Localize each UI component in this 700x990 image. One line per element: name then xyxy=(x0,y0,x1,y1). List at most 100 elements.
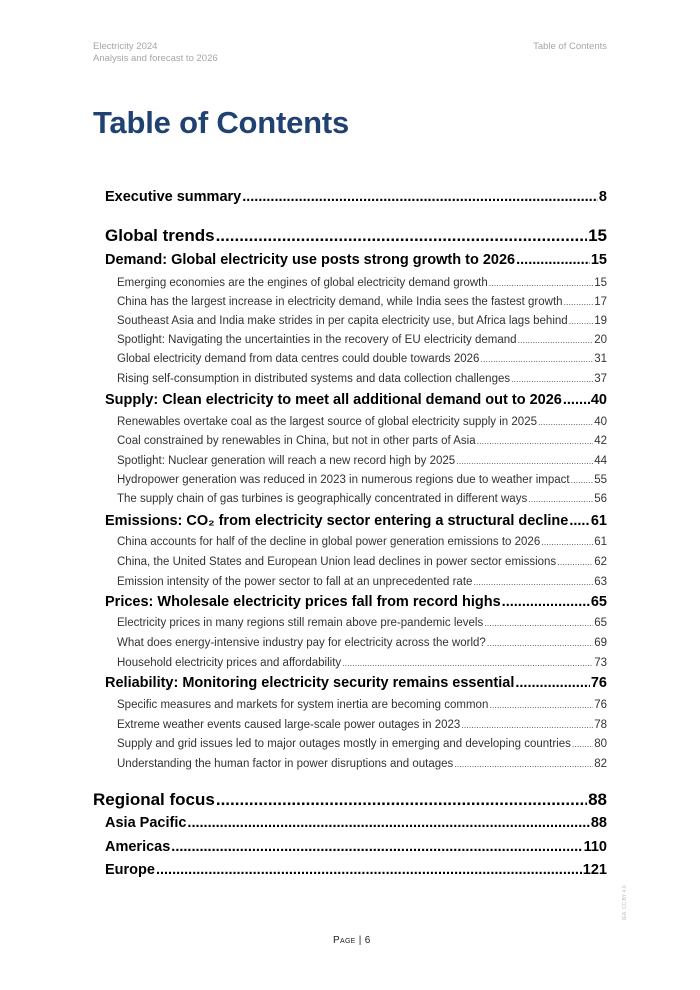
dot-leader: ........................................… xyxy=(473,577,594,587)
toc-entry[interactable]: Americas................................… xyxy=(105,839,607,855)
toc-entry[interactable]: China accounts for half of the decline i… xyxy=(117,536,607,548)
toc-entry-page: 110 xyxy=(583,839,607,855)
dot-leader: ........................................… xyxy=(562,392,590,408)
toc-entry[interactable]: Spotlight: Navigating the uncertainties … xyxy=(117,334,607,346)
report-subtitle: Analysis and forecast to 2026 xyxy=(93,53,218,64)
toc-entry-page: 56 xyxy=(594,493,607,505)
toc-entry-title: China has the largest increase in electr… xyxy=(117,296,563,308)
toc-entry[interactable]: Emission intensity of the power sector t… xyxy=(117,576,607,588)
toc-entry-title: Household electricity prices and afforda… xyxy=(117,657,342,669)
toc-entry[interactable]: Southeast Asia and India make strides in… xyxy=(117,315,607,327)
toc-entry[interactable]: Rising self-consumption in distributed s… xyxy=(117,373,607,385)
toc-entry-page: 65 xyxy=(594,617,607,629)
dot-leader: ........................................… xyxy=(342,658,593,668)
toc-entry[interactable]: Understanding the human factor in power … xyxy=(117,758,607,770)
dot-leader: ........................................… xyxy=(488,278,593,288)
dot-leader: ........................................… xyxy=(454,759,594,769)
toc-entry[interactable]: Electricity prices in many regions still… xyxy=(117,617,607,629)
toc-entry[interactable]: Household electricity prices and afforda… xyxy=(117,657,607,669)
toc-entry-title: Specific measures and markets for system… xyxy=(117,699,489,711)
toc-entry[interactable]: China, the United States and European Un… xyxy=(117,556,607,568)
report-header: Electricity 2024 Analysis and forecast t… xyxy=(93,41,218,65)
toc-entry[interactable]: Reliability: Monitoring electricity secu… xyxy=(105,675,607,691)
toc-entry-page: 62 xyxy=(594,556,607,568)
toc-entry-title: Prices: Wholesale electricity prices fal… xyxy=(105,594,501,610)
dot-leader: ........................................… xyxy=(541,537,593,547)
toc-entry-page: 61 xyxy=(590,513,607,529)
toc-entry-page: 76 xyxy=(594,699,607,711)
toc-entry-title: Europe xyxy=(105,862,155,878)
toc-entry-title: Asia Pacific xyxy=(105,815,187,831)
toc-entry-page: 121 xyxy=(582,862,607,878)
toc-entry-title: Spotlight: Navigating the uncertainties … xyxy=(117,334,517,346)
toc-entry[interactable]: Supply: Clean electricity to meet all ad… xyxy=(105,392,607,408)
toc-entry[interactable]: Regional focus..........................… xyxy=(93,790,607,810)
toc-entry[interactable]: Supply and grid issues led to major outa… xyxy=(117,738,607,750)
toc-entry[interactable]: Executive summary.......................… xyxy=(105,189,607,205)
toc-entry-page: 40 xyxy=(594,416,607,428)
toc-entry-title: Spotlight: Nuclear generation will reach… xyxy=(117,455,456,467)
toc-entry[interactable]: Global trends...........................… xyxy=(105,226,607,246)
dot-leader: ........................................… xyxy=(569,513,590,529)
toc-entry-title: Demand: Global electricity use posts str… xyxy=(105,252,516,268)
dot-leader: ........................................… xyxy=(155,862,582,878)
dot-leader: ........................................… xyxy=(187,815,589,831)
toc-entry-page: 88 xyxy=(590,815,607,831)
license-watermark: IEA. CC BY 4.0. xyxy=(622,884,628,920)
toc-entry-title: Global electricity demand from data cent… xyxy=(117,353,480,365)
toc-entry-title: Rising self-consumption in distributed s… xyxy=(117,373,511,385)
toc-entry-title: Emissions: CO₂ from electricity sector e… xyxy=(105,513,569,529)
toc-entry[interactable]: The supply chain of gas turbines is geog… xyxy=(117,493,607,505)
toc-entry-title: Supply and grid issues led to major outa… xyxy=(117,738,571,750)
toc-entry-page: 40 xyxy=(590,392,607,408)
dot-leader: ........................................… xyxy=(242,189,598,205)
dot-leader: ........................................… xyxy=(484,618,593,628)
toc-entry[interactable]: Global electricity demand from data cent… xyxy=(117,353,607,365)
toc-entry[interactable]: Renewables overtake coal as the largest … xyxy=(117,416,607,428)
toc-entry-title: Southeast Asia and India make strides in… xyxy=(117,315,568,327)
toc-entry[interactable]: Demand: Global electricity use posts str… xyxy=(105,252,607,268)
toc-entry-title: China, the United States and European Un… xyxy=(117,556,557,568)
toc-entry-title: Reliability: Monitoring electricity secu… xyxy=(105,675,515,691)
dot-leader: ........................................… xyxy=(570,475,594,485)
dot-leader: ........................................… xyxy=(215,790,587,809)
toc-entry-page: 31 xyxy=(594,353,607,365)
dot-leader: ........................................… xyxy=(557,557,593,567)
toc-entry[interactable]: Emerging economies are the engines of gl… xyxy=(117,277,607,289)
dot-leader: ........................................… xyxy=(568,316,594,326)
toc-entry[interactable]: Coal constrained by renewables in China,… xyxy=(117,435,607,447)
toc-entry[interactable]: Europe..................................… xyxy=(105,862,607,878)
dot-leader: ........................................… xyxy=(501,594,590,610)
toc-entry-title: Understanding the human factor in power … xyxy=(117,758,454,770)
toc-entry[interactable]: Prices: Wholesale electricity prices fal… xyxy=(105,594,607,610)
dot-leader: ........................................… xyxy=(538,417,594,427)
toc-entry[interactable]: Hydropower generation was reduced in 202… xyxy=(117,474,607,486)
dot-leader: ........................................… xyxy=(486,638,593,648)
toc-entry-page: 15 xyxy=(594,277,607,289)
toc-entry-title: Extreme weather events caused large-scal… xyxy=(117,719,461,731)
toc-entry-title: Regional focus xyxy=(93,790,215,809)
toc-entry-page: 88 xyxy=(588,790,607,809)
toc-entry-page: 73 xyxy=(594,657,607,669)
toc-entry-title: Hydropower generation was reduced in 202… xyxy=(117,474,570,486)
dot-leader: ........................................… xyxy=(171,839,583,855)
toc-entry-title: Coal constrained by renewables in China,… xyxy=(117,435,476,447)
toc-entry-page: 65 xyxy=(590,594,607,610)
dot-leader: ........................................… xyxy=(571,739,594,749)
toc-entry-page: 19 xyxy=(594,315,607,327)
dot-leader: ........................................… xyxy=(517,335,594,345)
toc-entry[interactable]: Emissions: CO₂ from electricity sector e… xyxy=(105,513,607,529)
toc-entry-page: 37 xyxy=(594,373,607,385)
dot-leader: ........................................… xyxy=(563,297,594,307)
toc-entry[interactable]: Extreme weather events caused large-scal… xyxy=(117,719,607,731)
toc-entry[interactable]: Specific measures and markets for system… xyxy=(117,699,607,711)
toc-entry[interactable]: Asia Pacific............................… xyxy=(105,815,607,831)
toc-entry[interactable]: What does energy-intensive industry pay … xyxy=(117,637,607,649)
toc-entry[interactable]: Spotlight: Nuclear generation will reach… xyxy=(117,455,607,467)
dot-leader: ........................................… xyxy=(528,494,594,504)
page-number: Page | 6 xyxy=(333,935,371,946)
toc-entry[interactable]: China has the largest increase in electr… xyxy=(117,296,607,308)
toc-entry-title: China accounts for half of the decline i… xyxy=(117,536,541,548)
toc-entry-page: 20 xyxy=(594,334,607,346)
toc-entry-page: 8 xyxy=(598,189,607,205)
